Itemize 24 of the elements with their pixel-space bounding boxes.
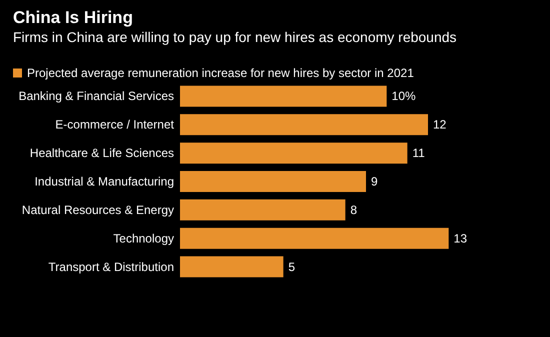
y-tick-label: Industrial & Manufacturing: [34, 174, 174, 188]
bar: [180, 171, 366, 192]
data-label: 10%: [392, 89, 416, 104]
y-tick-label: Banking & Financial Services: [18, 89, 174, 104]
y-tick-label: Natural Resources & Energy: [22, 202, 174, 217]
bar: [180, 228, 449, 249]
legend-label: Projected average remuneration increase for new hires by sector in 2021: [27, 66, 414, 80]
data-label: 5: [288, 260, 296, 274]
bar: [180, 142, 408, 164]
data-label: 9: [371, 174, 378, 188]
y-tick-label: Healthcare & Life Sciences: [30, 146, 174, 160]
chart-title: China Is Hiring: [13, 8, 133, 27]
bar: [180, 199, 346, 220]
y-tick-label: E-commerce / Internet: [55, 118, 175, 132]
bar: [180, 114, 428, 136]
data-label: 12: [433, 118, 447, 132]
y-tick-label: Transport & Distribution: [48, 260, 174, 274]
chart-subtitle: Firms in China are willing to pay up for new hires as economy rebounds: [13, 29, 457, 45]
data-label: 11: [412, 146, 426, 160]
bar: [180, 256, 284, 278]
bar: [180, 86, 387, 107]
data-label: 13: [454, 231, 468, 246]
data-label: 8: [350, 202, 358, 217]
y-tick-label: Technology: [113, 231, 174, 246]
